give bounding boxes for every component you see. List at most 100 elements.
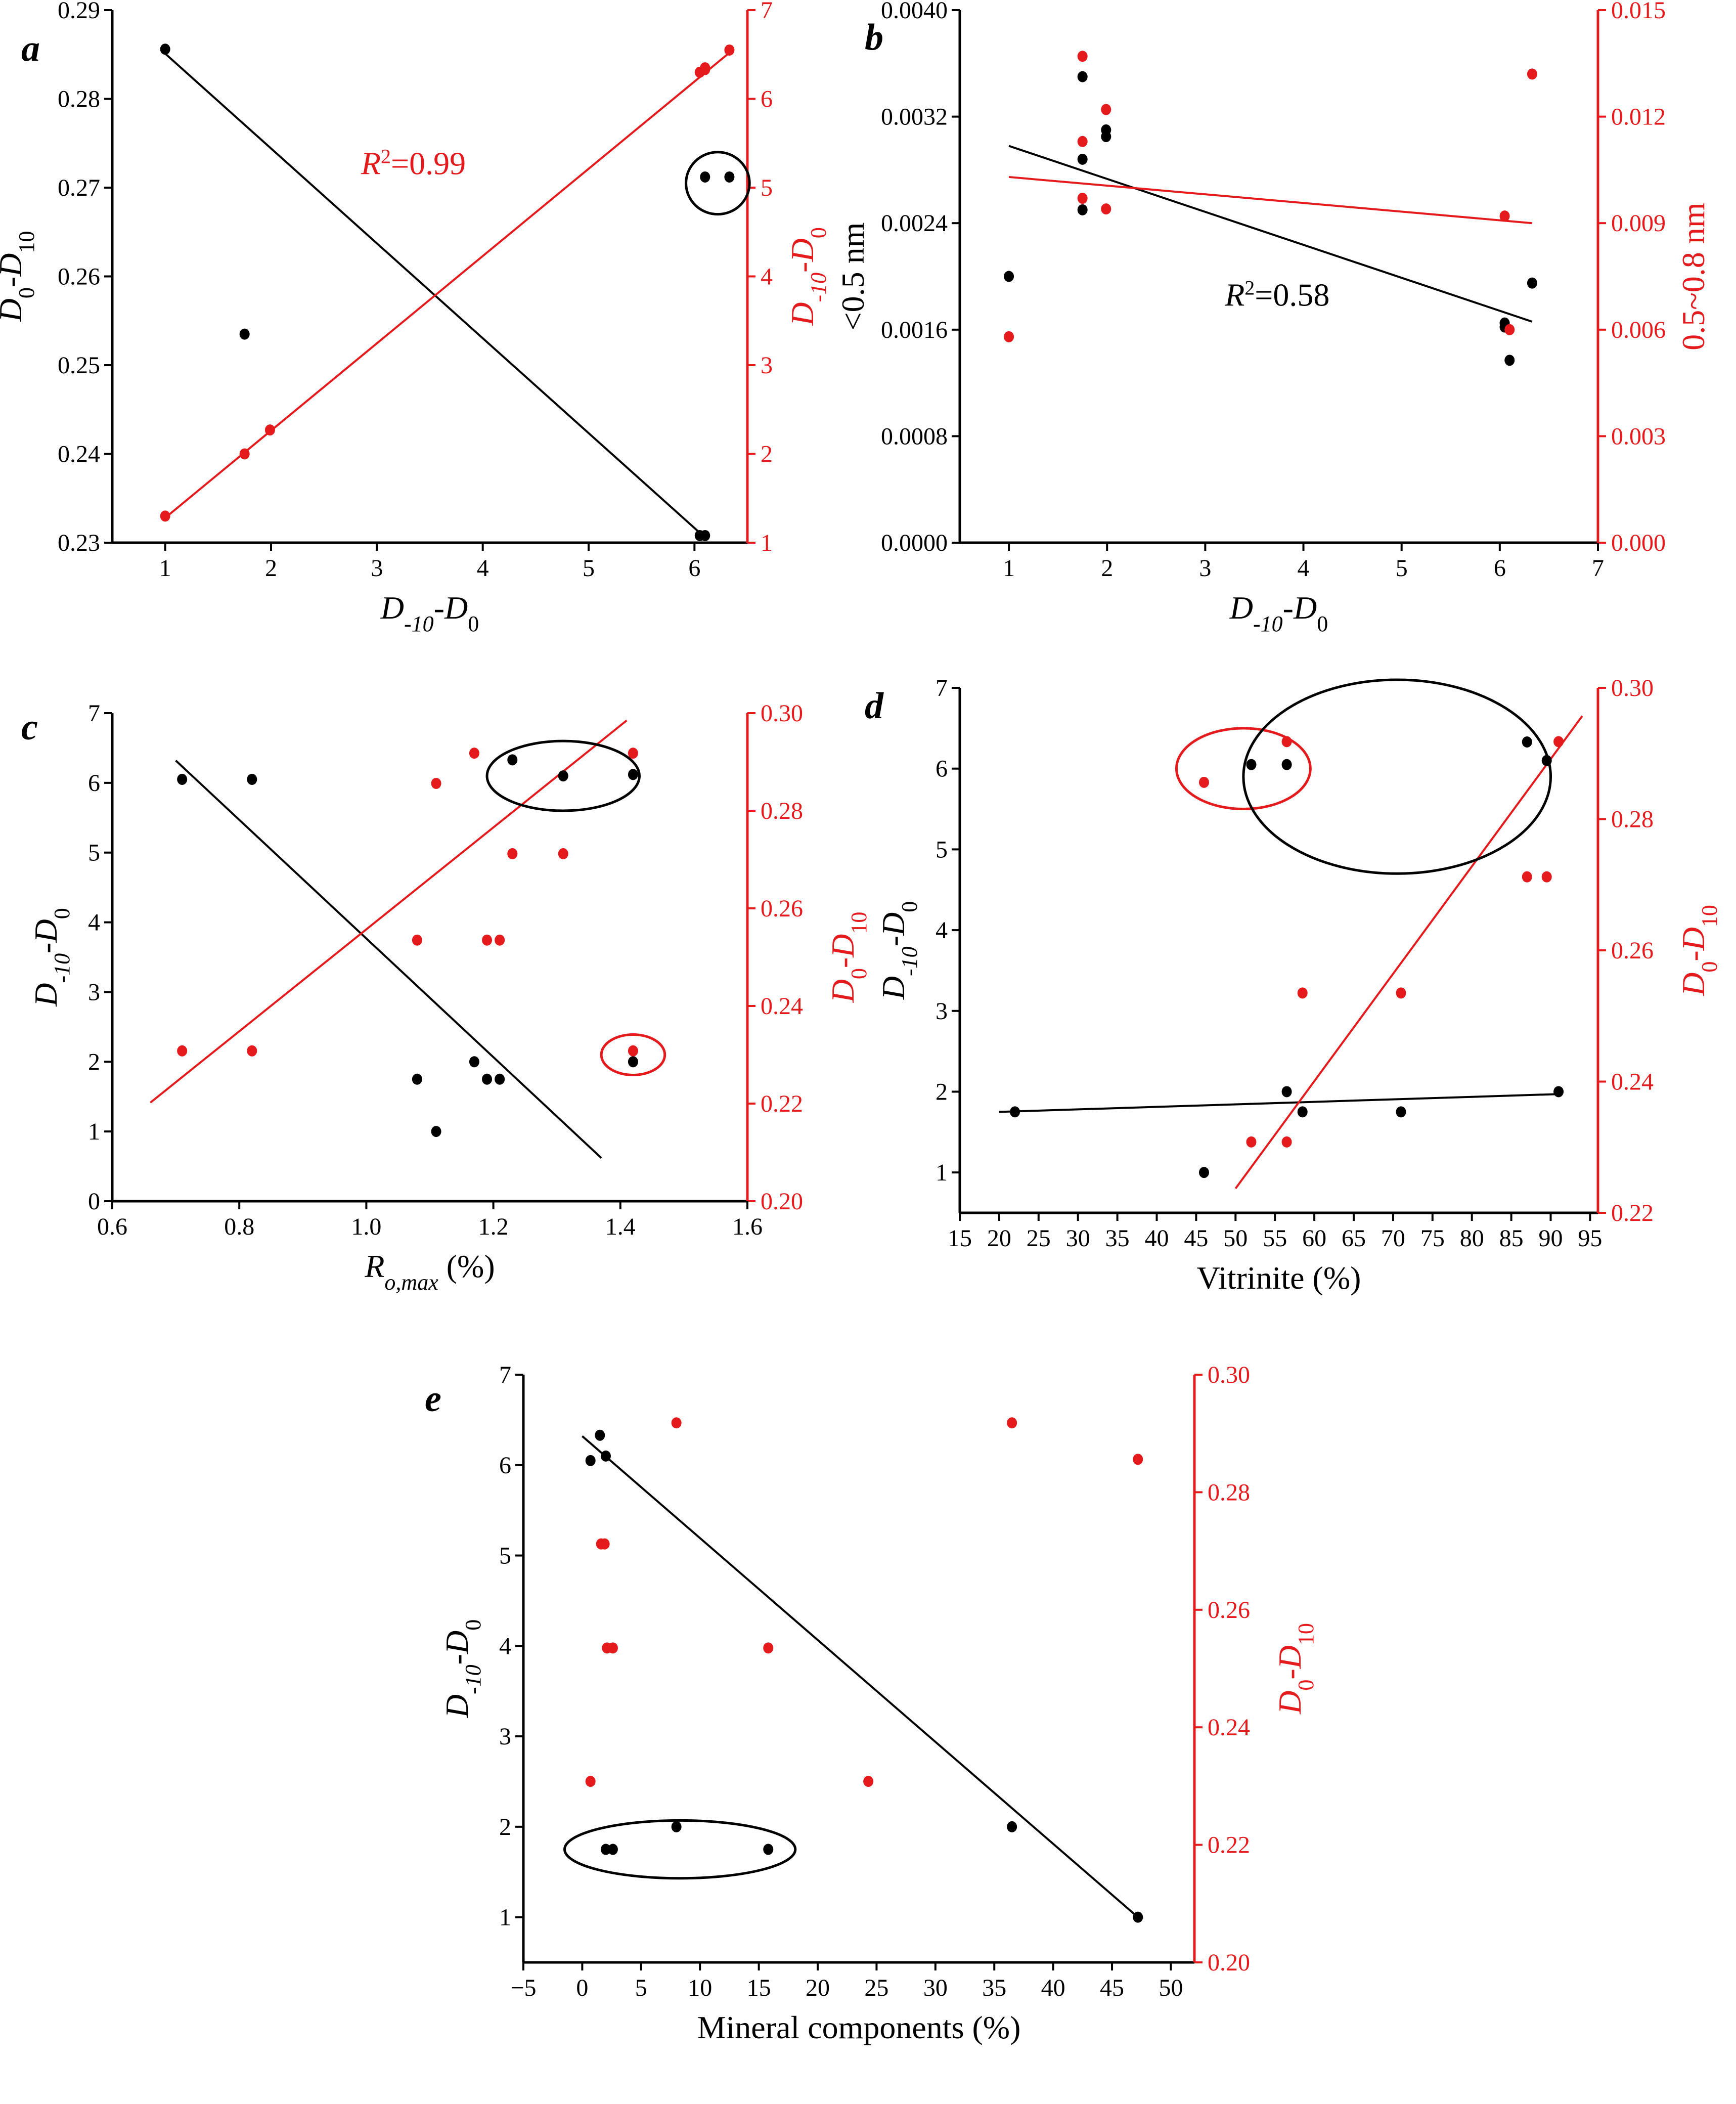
data-point-d-right-6 bbox=[1522, 871, 1532, 883]
left-tick-label-e: 4 bbox=[499, 1633, 511, 1659]
data-point-b-right-2 bbox=[1077, 136, 1088, 147]
panel-label-c: c bbox=[21, 707, 38, 748]
x-tick-label-e: 45 bbox=[1100, 1975, 1124, 2001]
right-axis-title-d: D0-D10 bbox=[1675, 905, 1722, 996]
data-point-d-right-8 bbox=[1553, 736, 1564, 748]
data-point-d-left-4 bbox=[1281, 1086, 1292, 1098]
data-point-e-right-2 bbox=[1133, 1454, 1143, 1465]
data-point-e-left-4 bbox=[607, 1844, 618, 1855]
data-point-d-left-0 bbox=[1010, 1106, 1020, 1118]
data-point-d-left-9 bbox=[1553, 1086, 1564, 1098]
data-point-e-left-6 bbox=[763, 1844, 774, 1855]
panel-label-b: b bbox=[865, 17, 883, 58]
data-point-b-left-3 bbox=[1077, 204, 1088, 215]
right-tick-label-d: 0.24 bbox=[1611, 1069, 1654, 1095]
fit-line-a-1 bbox=[164, 52, 730, 519]
x-tick-label-a: 1 bbox=[159, 555, 171, 582]
left-axis-title-a: D0-D10 bbox=[0, 231, 39, 323]
data-point-d-right-4 bbox=[1297, 987, 1308, 999]
highlight-ellipse-c-1 bbox=[600, 1033, 666, 1076]
x-tick-label-b: 1 bbox=[1003, 555, 1015, 582]
data-point-d-right-3 bbox=[1281, 1136, 1292, 1148]
right-tick-label-e: 0.22 bbox=[1208, 1832, 1250, 1859]
data-point-d-left-8 bbox=[1541, 755, 1552, 766]
data-point-a-right-5 bbox=[700, 62, 710, 74]
data-point-e-left-1 bbox=[595, 1429, 605, 1441]
data-point-d-right-1 bbox=[1246, 1136, 1257, 1148]
x-axis-title-a: D-10-D0 bbox=[380, 590, 479, 636]
fit-line-d-0 bbox=[999, 1093, 1559, 1113]
left-tick-label-b: 0.0024 bbox=[881, 210, 948, 237]
panel-label-e: e bbox=[425, 1378, 441, 1420]
data-point-c-left-7 bbox=[507, 754, 518, 766]
data-point-c-right-1 bbox=[247, 1045, 257, 1057]
data-point-c-right-0 bbox=[177, 1045, 188, 1057]
right-tick-label-b: 0.003 bbox=[1611, 423, 1666, 450]
left-tick-label-d: 4 bbox=[936, 917, 948, 944]
data-point-a-left-3 bbox=[700, 171, 710, 183]
right-tick-label-c: 0.26 bbox=[761, 895, 803, 922]
x-tick-label-d: 80 bbox=[1460, 1225, 1484, 1252]
data-point-b-right-5 bbox=[1101, 203, 1111, 215]
left-tick-label-d: 2 bbox=[936, 1078, 948, 1105]
data-point-c-right-2 bbox=[412, 934, 422, 946]
data-point-c-left-1 bbox=[247, 773, 257, 785]
right-tick-label-e: 0.30 bbox=[1208, 1362, 1250, 1388]
x-tick-label-d: 50 bbox=[1223, 1225, 1248, 1252]
chart-panel-c: 0 1 2 3 4 5 6 7 0.20 0.22 0.24 0.26 0.28 0.30 0.6 0.8 1.… bbox=[28, 700, 871, 1295]
left-tick-label-b: 0.0000 bbox=[881, 530, 948, 556]
data-point-d-left-2 bbox=[1246, 759, 1257, 770]
data-point-c-left-0 bbox=[177, 773, 188, 785]
x-tick-label-b: 6 bbox=[1494, 555, 1506, 582]
data-point-e-left-0 bbox=[585, 1455, 596, 1466]
data-point-e-left-3 bbox=[600, 1844, 611, 1855]
data-point-e-left-8 bbox=[1133, 1911, 1143, 1923]
data-point-c-right-8 bbox=[558, 848, 568, 859]
highlight-ellipse-d-1 bbox=[1242, 678, 1552, 875]
left-tick-label-a: 0.25 bbox=[58, 352, 100, 379]
x-tick-label-a: 2 bbox=[265, 555, 277, 582]
data-point-c-left-8 bbox=[558, 770, 568, 782]
right-tick-label-a: 7 bbox=[761, 0, 773, 24]
left-tick-label-a: 0.23 bbox=[58, 530, 100, 556]
left-tick-label-c: 6 bbox=[88, 770, 100, 797]
data-point-e-right-8 bbox=[585, 1776, 596, 1787]
right-tick-label-c: 0.28 bbox=[761, 798, 803, 824]
data-point-b-right-0 bbox=[1004, 331, 1014, 342]
x-tick-label-d: 30 bbox=[1066, 1225, 1090, 1252]
right-axis-title-c: D0-D10 bbox=[825, 912, 871, 1003]
data-point-b-right-3 bbox=[1077, 193, 1088, 204]
chart-panel-b: 0.00000.00080.00160.00240.00320.00400.00… bbox=[835, 0, 1711, 636]
left-tick-label-a: 0.28 bbox=[58, 86, 100, 113]
data-point-c-left-4 bbox=[469, 1056, 479, 1068]
data-point-c-left-3 bbox=[431, 1126, 441, 1137]
x-tick-label-a: 5 bbox=[583, 555, 595, 582]
right-tick-label-d: 0.28 bbox=[1611, 806, 1654, 833]
x-tick-label-b: 3 bbox=[1199, 555, 1211, 582]
data-point-a-left-6 bbox=[700, 530, 710, 541]
data-point-e-right-9 bbox=[863, 1776, 874, 1787]
x-tick-label-b: 4 bbox=[1298, 555, 1310, 582]
x-tick-label-d: 55 bbox=[1263, 1225, 1287, 1252]
data-point-b-left-0 bbox=[1004, 271, 1014, 282]
x-tick-label-c: 0.6 bbox=[97, 1213, 127, 1240]
x-tick-label-e: 35 bbox=[982, 1975, 1006, 2001]
right-tick-label-a: 1 bbox=[761, 530, 773, 556]
left-tick-label-d: 1 bbox=[936, 1159, 948, 1186]
data-point-c-right-5 bbox=[482, 934, 493, 946]
data-point-e-right-1 bbox=[1007, 1417, 1017, 1429]
left-axis-title-b: <0.5 nm bbox=[835, 223, 871, 331]
x-tick-label-d: 90 bbox=[1539, 1225, 1563, 1252]
fit-line-b-1 bbox=[1008, 176, 1533, 225]
data-point-d-right-2 bbox=[1281, 736, 1292, 748]
right-tick-label-a: 4 bbox=[761, 264, 773, 290]
data-point-b-left-5 bbox=[1101, 131, 1111, 143]
x-tick-label-a: 6 bbox=[688, 555, 700, 582]
x-tick-label-d: 45 bbox=[1184, 1225, 1208, 1252]
chart-panel-a: 0.23 0.24 0.25 0.26 0.27 0.28 0.29 1 2 3 4 5 6 7 1 2 3 4 5… bbox=[0, 0, 831, 636]
x-tick-label-e: 15 bbox=[747, 1975, 771, 2001]
highlight-ellipse-e-0 bbox=[563, 1819, 797, 1880]
x-tick-label-d: 15 bbox=[948, 1225, 972, 1252]
right-tick-label-e: 0.26 bbox=[1208, 1597, 1250, 1624]
